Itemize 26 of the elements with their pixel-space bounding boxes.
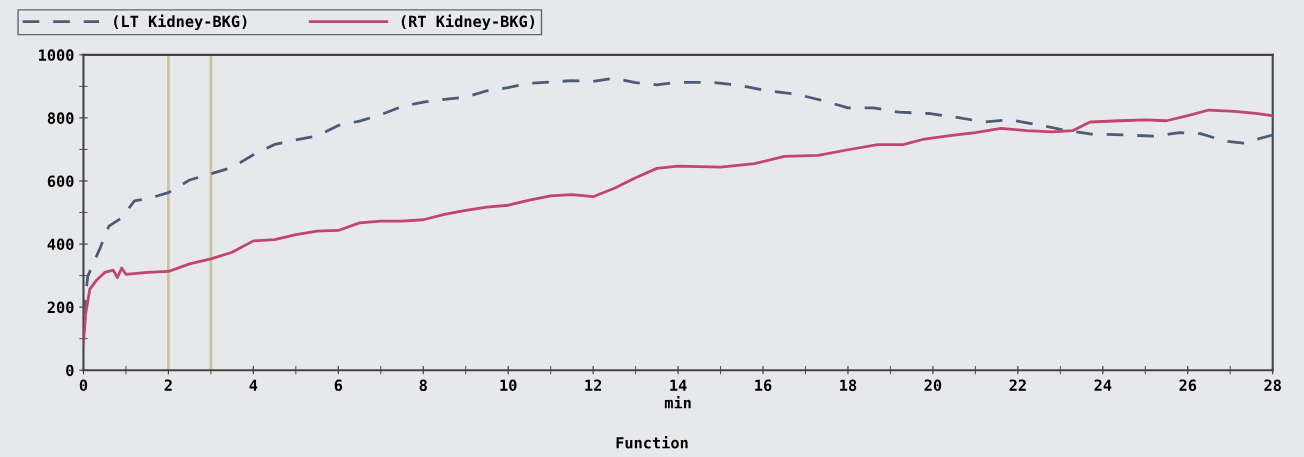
y-tick-label: 600: [47, 175, 74, 188]
x-tick-label: 20: [924, 379, 942, 392]
x-tick-label: 16: [755, 379, 772, 392]
line-series: [83, 108, 1273, 346]
x-tick-label: 8: [419, 379, 427, 392]
x-tick-label: 4: [249, 379, 258, 391]
legend-label: (RT Kidney-BKG): [401, 14, 535, 31]
x-tick-label: 10: [500, 379, 517, 392]
x-tick-label: 28: [1264, 379, 1281, 392]
x-axis-title: min: [664, 395, 691, 409]
x-tick-label: 2: [164, 379, 172, 391]
x-tick-label: 22: [1009, 379, 1026, 391]
y-tick-label: 800: [47, 112, 74, 124]
x-tick-label: 12: [585, 379, 602, 391]
x-tick-label: 14: [670, 379, 687, 391]
x-tick-label: 18: [840, 379, 857, 392]
x-tick-label: 24: [1094, 379, 1112, 391]
x-tick-label: 26: [1179, 379, 1197, 392]
y-tick-label: 0: [66, 364, 74, 377]
y-tick-label: 200: [47, 301, 74, 314]
x-tick-label: 0: [79, 379, 88, 392]
x-tick-label: 6: [334, 379, 343, 392]
text: Function: [616, 435, 688, 449]
y-tick-label: 1000: [39, 49, 74, 61]
y-tick-label: 400: [47, 238, 74, 251]
legend-label: (LT Kidney-BKG): [114, 14, 247, 31]
